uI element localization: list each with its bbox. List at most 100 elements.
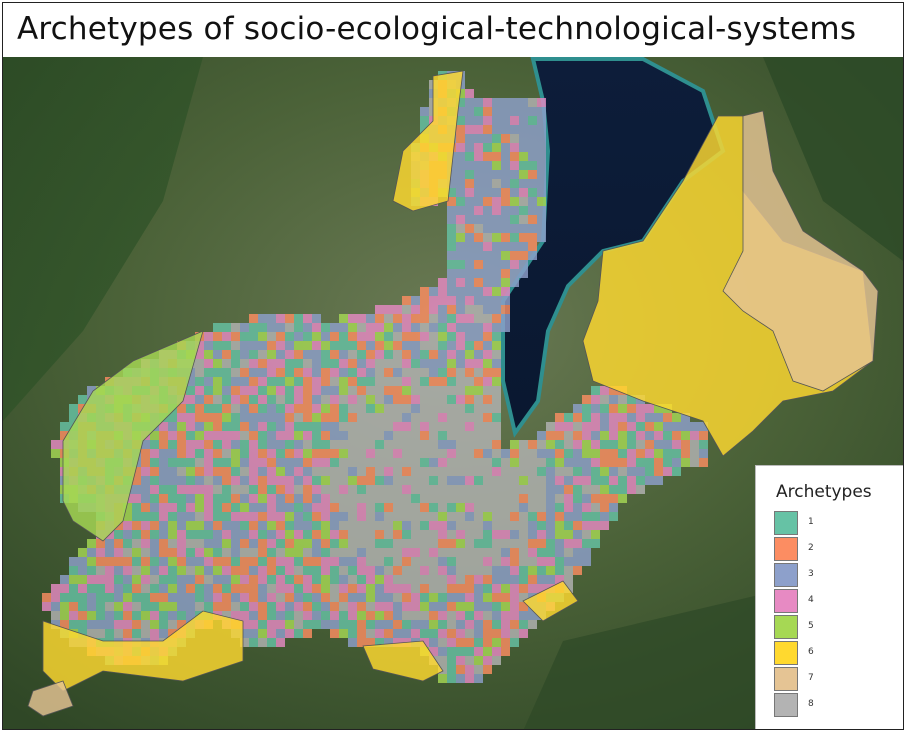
archetype-cell	[420, 449, 429, 458]
archetype-cell	[474, 224, 483, 233]
archetype-cell	[555, 413, 564, 422]
archetype-cell	[87, 584, 96, 593]
archetype-cell	[294, 341, 303, 350]
archetype-cell	[222, 602, 231, 611]
archetype-cell	[510, 485, 519, 494]
archetype-cell	[159, 440, 168, 449]
archetype-cell	[186, 494, 195, 503]
archetype-cell	[285, 395, 294, 404]
archetype-cell	[267, 431, 276, 440]
archetype-cell	[132, 521, 141, 530]
archetype-cell	[438, 449, 447, 458]
archetype-cell	[384, 314, 393, 323]
archetype-cell	[213, 512, 222, 521]
archetype-cell	[483, 431, 492, 440]
archetype-cell	[357, 314, 366, 323]
archetype-cell	[357, 494, 366, 503]
archetype-cell	[51, 449, 60, 458]
archetype-cell	[186, 575, 195, 584]
archetype-cell	[186, 422, 195, 431]
archetype-cell	[141, 530, 150, 539]
archetype-cell	[474, 557, 483, 566]
archetype-cell	[123, 575, 132, 584]
archetype-cell	[204, 557, 213, 566]
archetype-cell	[303, 530, 312, 539]
archetype-cell	[213, 359, 222, 368]
archetype-cell	[528, 197, 537, 206]
archetype-cell	[195, 440, 204, 449]
archetype-cell	[501, 620, 510, 629]
archetype-cell	[393, 440, 402, 449]
archetype-cell	[285, 584, 294, 593]
archetype-cell	[105, 566, 114, 575]
archetype-cell	[465, 575, 474, 584]
archetype-cell	[339, 503, 348, 512]
archetype-cell	[330, 566, 339, 575]
archetype-cell	[519, 107, 528, 116]
archetype-cell	[123, 629, 132, 638]
archetype-cell	[114, 539, 123, 548]
archetype-cell	[501, 476, 510, 485]
archetype-cell	[510, 467, 519, 476]
archetype-cell	[348, 638, 357, 647]
archetype-cell	[96, 602, 105, 611]
archetype-cell	[141, 467, 150, 476]
archetype-cell	[159, 593, 168, 602]
archetype-cell	[231, 584, 240, 593]
archetype-cell	[681, 413, 690, 422]
archetype-cell	[222, 440, 231, 449]
archetype-cell	[339, 548, 348, 557]
archetype-cell	[285, 440, 294, 449]
archetype-cell	[600, 476, 609, 485]
archetype-cell	[438, 341, 447, 350]
archetype-cell	[375, 350, 384, 359]
archetype-cell	[222, 575, 231, 584]
archetype-cell	[510, 593, 519, 602]
archetype-cell	[375, 440, 384, 449]
archetype-cell	[195, 575, 204, 584]
archetype-cell	[213, 413, 222, 422]
archetype-cell	[384, 422, 393, 431]
archetype-cell	[312, 422, 321, 431]
archetype-cell	[483, 215, 492, 224]
archetype-cell	[312, 620, 321, 629]
archetype-cell	[636, 458, 645, 467]
archetype-cell	[672, 449, 681, 458]
archetype-cell	[339, 458, 348, 467]
archetype-cell	[429, 512, 438, 521]
archetype-cell	[447, 170, 456, 179]
archetype-cell	[312, 539, 321, 548]
archetype-cell	[447, 647, 456, 656]
archetype-cell	[519, 440, 528, 449]
archetype-cell	[123, 584, 132, 593]
archetype-cell	[276, 323, 285, 332]
archetype-cell	[429, 548, 438, 557]
archetype-cell	[519, 179, 528, 188]
archetype-cell	[321, 503, 330, 512]
legend-label: 6	[808, 647, 814, 657]
archetype-cell	[159, 629, 168, 638]
archetype-cell	[258, 413, 267, 422]
archetype-cell	[294, 476, 303, 485]
archetype-cell	[465, 98, 474, 107]
archetype-cell	[303, 566, 312, 575]
archetype-cell	[393, 602, 402, 611]
archetype-cell	[420, 116, 429, 125]
archetype-cell	[186, 449, 195, 458]
archetype-cell	[132, 467, 141, 476]
archetype-cell	[474, 206, 483, 215]
archetype-cell	[402, 422, 411, 431]
archetype-cell	[393, 305, 402, 314]
archetype-cell	[447, 521, 456, 530]
archetype-cell	[402, 359, 411, 368]
archetype-cell	[276, 386, 285, 395]
archetype-cell	[537, 485, 546, 494]
archetype-cell	[393, 611, 402, 620]
archetype-cell	[582, 449, 591, 458]
archetype-cell	[294, 377, 303, 386]
archetype-cell	[168, 620, 177, 629]
archetype-cell	[159, 503, 168, 512]
archetype-cell	[213, 368, 222, 377]
archetype-cell	[51, 440, 60, 449]
archetype-cell	[141, 440, 150, 449]
